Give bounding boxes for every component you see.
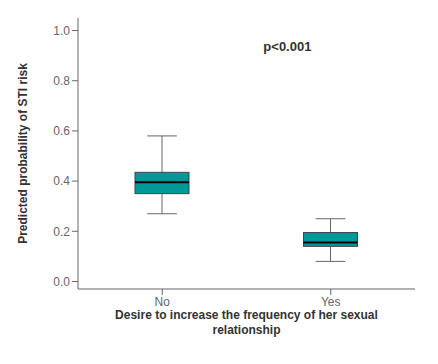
svg-text:0.2: 0.2 xyxy=(53,225,70,239)
svg-text:0.0: 0.0 xyxy=(53,275,70,289)
svg-text:0.4: 0.4 xyxy=(53,174,70,188)
svg-text:Yes: Yes xyxy=(321,295,341,309)
svg-text:1.0: 1.0 xyxy=(53,24,70,38)
svg-text:0.8: 0.8 xyxy=(53,74,70,88)
svg-text:Desire to increase the frequen: Desire to increase the frequency of her … xyxy=(115,308,378,337)
svg-text:0.6: 0.6 xyxy=(53,124,70,138)
svg-text:Predicted probability of STI r: Predicted probability of STI risk xyxy=(16,63,30,244)
html-text:p<0.001: p<0.001 xyxy=(263,39,312,55)
svg-text:No: No xyxy=(155,295,171,309)
